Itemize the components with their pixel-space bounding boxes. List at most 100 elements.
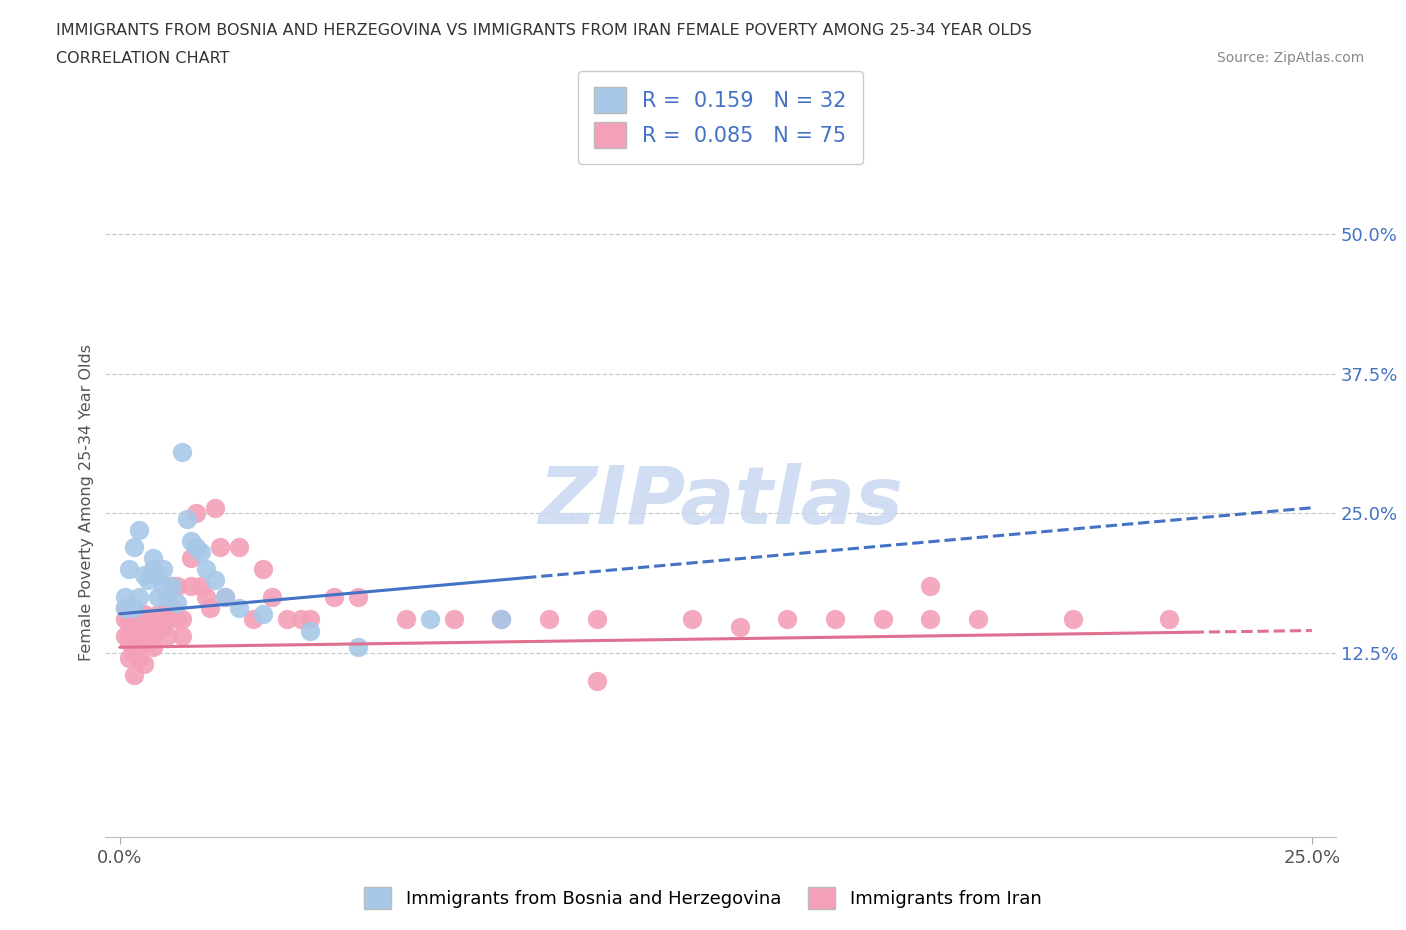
- Point: [122, 612, 145, 627]
- Y-axis label: Female Poverty Among 25-34 Year Olds: Female Poverty Among 25-34 Year Olds: [79, 344, 94, 660]
- Point: [152, 619, 174, 634]
- Point: [160, 601, 183, 616]
- Point: [156, 629, 179, 644]
- Point: [190, 545, 212, 560]
- Point: [776, 612, 799, 627]
- Point: [920, 578, 942, 593]
- Point: [585, 612, 607, 627]
- Point: [114, 612, 136, 627]
- Point: [146, 567, 169, 582]
- Point: [132, 629, 155, 644]
- Point: [443, 612, 465, 627]
- Point: [180, 551, 202, 565]
- Point: [920, 612, 942, 627]
- Point: [1157, 612, 1180, 627]
- Point: [395, 612, 418, 627]
- Point: [200, 601, 222, 616]
- Point: [114, 601, 136, 616]
- Point: [152, 562, 174, 577]
- Point: [146, 590, 169, 604]
- Point: [122, 668, 145, 683]
- Point: [489, 612, 512, 627]
- Point: [114, 629, 136, 644]
- Point: [190, 578, 212, 593]
- Point: [122, 601, 145, 616]
- Legend: Immigrants from Bosnia and Herzegovina, Immigrants from Iran: Immigrants from Bosnia and Herzegovina, …: [357, 880, 1049, 916]
- Point: [152, 578, 174, 593]
- Point: [242, 612, 264, 627]
- Point: [204, 573, 226, 588]
- Point: [252, 562, 274, 577]
- Point: [128, 612, 150, 627]
- Point: [132, 634, 155, 649]
- Point: [228, 601, 250, 616]
- Point: [299, 623, 322, 638]
- Point: [184, 539, 207, 554]
- Point: [276, 612, 298, 627]
- Point: [180, 578, 202, 593]
- Point: [142, 640, 165, 655]
- Legend: R =  0.159   N = 32, R =  0.085   N = 75: R = 0.159 N = 32, R = 0.085 N = 75: [578, 71, 863, 165]
- Point: [176, 512, 198, 526]
- Point: [194, 562, 217, 577]
- Point: [156, 601, 179, 616]
- Point: [194, 590, 217, 604]
- Point: [681, 612, 703, 627]
- Point: [262, 590, 284, 604]
- Point: [872, 612, 894, 627]
- Point: [166, 612, 188, 627]
- Point: [214, 590, 236, 604]
- Point: [118, 634, 141, 649]
- Point: [323, 590, 346, 604]
- Point: [824, 612, 846, 627]
- Point: [122, 634, 145, 649]
- Point: [132, 567, 155, 582]
- Point: [122, 645, 145, 660]
- Point: [118, 562, 141, 577]
- Point: [138, 573, 160, 588]
- Point: [118, 612, 141, 627]
- Point: [967, 612, 990, 627]
- Point: [138, 634, 160, 649]
- Point: [1062, 612, 1084, 627]
- Point: [142, 612, 165, 627]
- Point: [118, 623, 141, 638]
- Point: [170, 445, 193, 459]
- Point: [347, 590, 370, 604]
- Point: [132, 606, 155, 621]
- Point: [537, 612, 560, 627]
- Point: [146, 623, 169, 638]
- Point: [114, 601, 136, 616]
- Point: [208, 539, 231, 554]
- Point: [160, 578, 183, 593]
- Point: [489, 612, 512, 627]
- Text: ZIPatlas: ZIPatlas: [538, 463, 903, 541]
- Point: [347, 640, 370, 655]
- Point: [122, 539, 145, 554]
- Point: [114, 590, 136, 604]
- Point: [228, 539, 250, 554]
- Point: [132, 618, 155, 632]
- Text: CORRELATION CHART: CORRELATION CHART: [56, 51, 229, 66]
- Point: [128, 651, 150, 666]
- Point: [142, 619, 165, 634]
- Point: [128, 623, 150, 638]
- Point: [170, 629, 193, 644]
- Point: [132, 612, 155, 627]
- Point: [138, 612, 160, 627]
- Point: [180, 534, 202, 549]
- Point: [184, 506, 207, 521]
- Point: [132, 657, 155, 671]
- Point: [118, 651, 141, 666]
- Point: [142, 551, 165, 565]
- Point: [122, 623, 145, 638]
- Point: [156, 590, 179, 604]
- Point: [128, 523, 150, 538]
- Point: [585, 673, 607, 688]
- Point: [156, 612, 179, 627]
- Point: [152, 612, 174, 627]
- Point: [170, 612, 193, 627]
- Point: [166, 595, 188, 610]
- Point: [142, 562, 165, 577]
- Point: [419, 612, 441, 627]
